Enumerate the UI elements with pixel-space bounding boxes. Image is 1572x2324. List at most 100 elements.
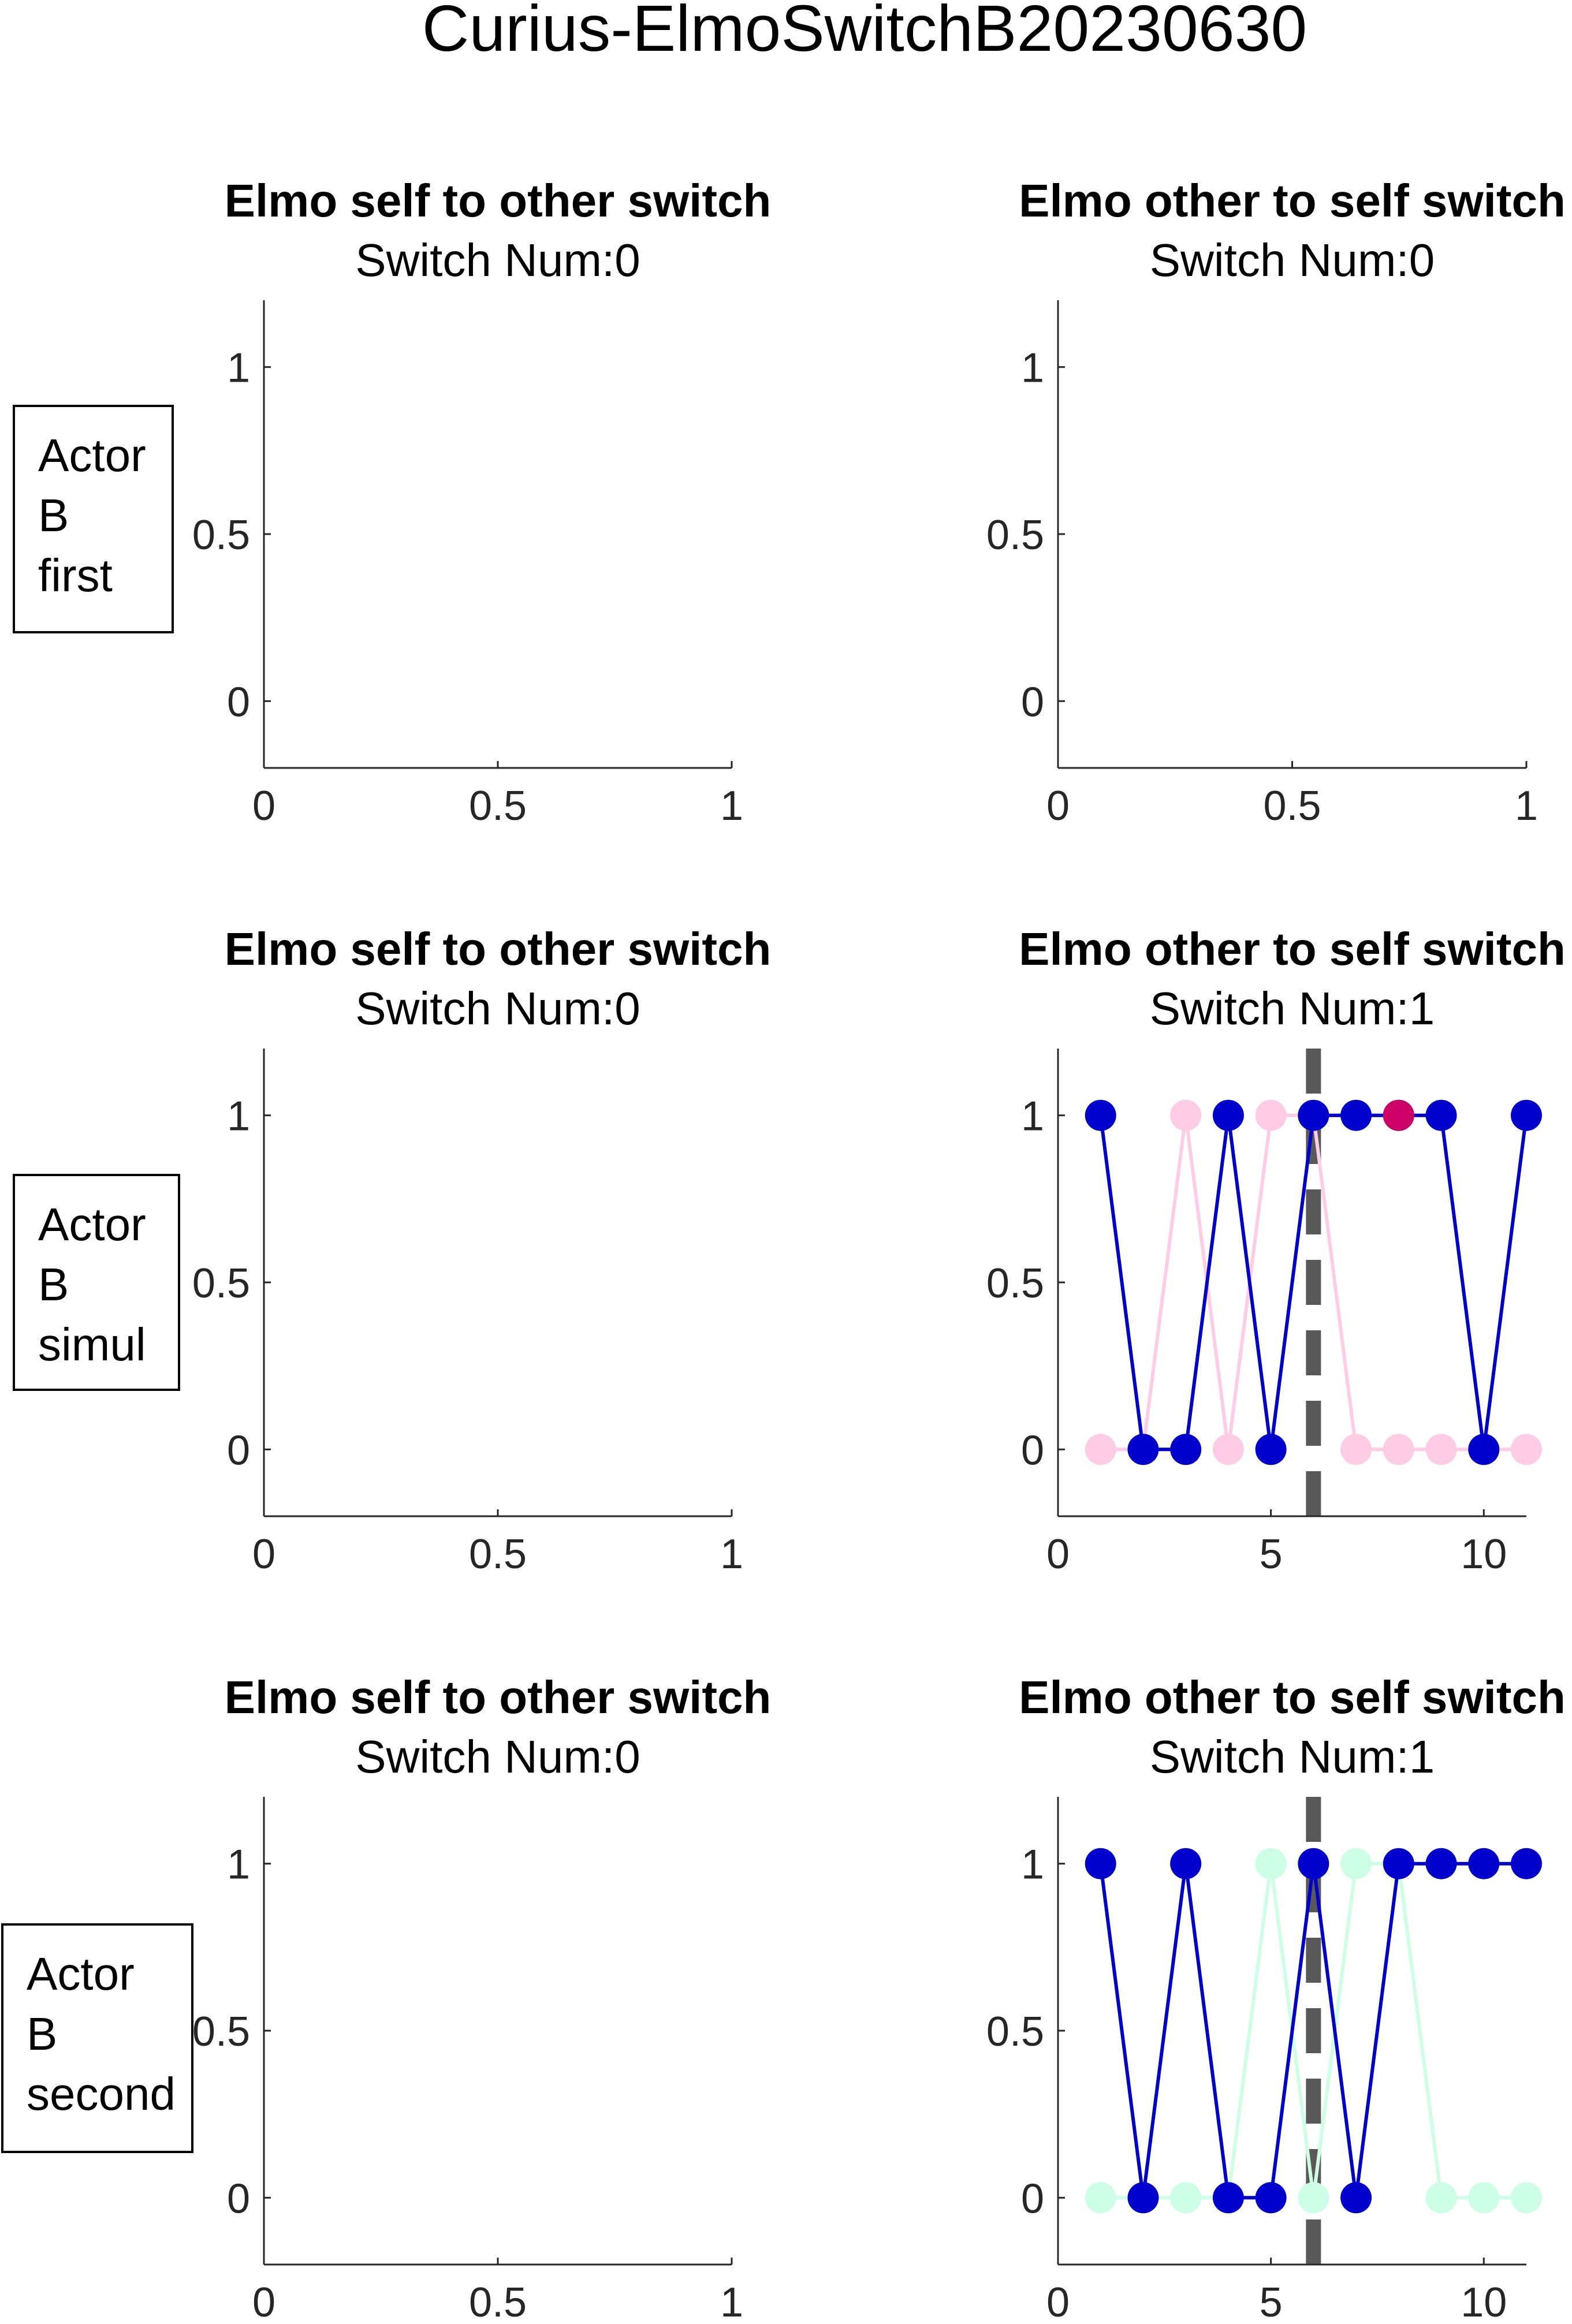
- data-point: [1340, 1848, 1372, 1879]
- row-label-box: [1, 1923, 193, 2153]
- y-tick-label: 0.5: [986, 1260, 1044, 1307]
- data-point: [1425, 1848, 1457, 1879]
- panel-0-1: Elmo other to self switch Switch Num:0 0 0.…: [986, 175, 1566, 829]
- data-point: [1298, 1099, 1329, 1131]
- row-label-line: Actor: [27, 1948, 135, 2000]
- x-tick-label: 0.5: [469, 1531, 527, 1577]
- x-tick-label: 0: [1046, 2280, 1070, 2324]
- x-tick-label: 10: [1461, 2280, 1507, 2324]
- x-tick-label: 1: [1515, 783, 1538, 829]
- row-label-line: Actor: [38, 430, 146, 481]
- panel-subtitle: Switch Num:0: [355, 234, 640, 286]
- y-tick-label: 1: [1021, 1842, 1044, 1888]
- panel-1-0: Elmo self to other switch Switch Num:0 0 0.…: [192, 923, 771, 1577]
- row-label-box: [13, 405, 174, 633]
- data-point: [1425, 1434, 1457, 1465]
- data-point: [1127, 2182, 1159, 2214]
- y-tick-label: 0: [227, 2176, 250, 2222]
- x-tick-label: 0: [252, 1531, 275, 1577]
- data-point: [1170, 1848, 1202, 1879]
- panel-title: Elmo other to self switch: [1019, 923, 1566, 975]
- x-tick-label: 0.5: [469, 783, 527, 829]
- data-point: [1170, 1099, 1202, 1131]
- row-label-line: second: [27, 2068, 176, 2120]
- panel-2-1: Elmo other to self switch Switch Num:1 0 5 1…: [986, 1672, 1566, 2324]
- y-tick-label: 1: [227, 345, 250, 391]
- data-point: [1085, 1848, 1116, 1879]
- data-point: [1085, 1434, 1116, 1465]
- panel-title: Elmo self to other switch: [225, 923, 772, 975]
- panels: Elmo self to other switch Switch Num:0 0 0.…: [192, 175, 1566, 2324]
- y-tick-label: 0: [1021, 2176, 1044, 2222]
- x-tick-label: 0.5: [1263, 783, 1321, 829]
- panel-subtitle: Switch Num:1: [1150, 983, 1435, 1034]
- data-point: [1255, 1099, 1287, 1131]
- highlight-point: [1383, 1099, 1414, 1131]
- data-point: [1255, 2182, 1287, 2214]
- data-point: [1511, 1099, 1542, 1131]
- x-tick-label: 1: [720, 2280, 743, 2324]
- data-point: [1511, 2182, 1542, 2214]
- panel-subtitle: Switch Num:1: [1150, 1731, 1435, 1782]
- row-label-line: B: [38, 1259, 69, 1310]
- data-point: [1383, 1434, 1414, 1465]
- data-point: [1085, 2182, 1116, 2214]
- y-tick-label: 1: [227, 1094, 250, 1140]
- panel-title: Elmo self to other switch: [225, 1672, 772, 1723]
- data-point: [1085, 1099, 1116, 1131]
- data-point: [1383, 1848, 1414, 1879]
- y-tick-label: 0: [1021, 1427, 1044, 1474]
- x-tick-label: 1: [720, 1531, 743, 1577]
- y-tick-label: 0.5: [192, 1260, 250, 1307]
- data-point: [1340, 1099, 1372, 1131]
- row-label-line: first: [38, 550, 113, 601]
- y-tick-label: 0: [227, 1427, 250, 1474]
- y-tick-label: 0.5: [986, 2009, 1044, 2055]
- data-point: [1212, 1099, 1244, 1131]
- row-label-line: Actor: [38, 1199, 146, 1250]
- data-point: [1255, 1434, 1287, 1465]
- y-tick-label: 1: [1021, 1094, 1044, 1140]
- figure-title: Curius-ElmoSwitchB20230630: [422, 0, 1307, 65]
- data-point: [1170, 2182, 1202, 2214]
- x-tick-label: 5: [1260, 1531, 1283, 1577]
- row-label-line: simul: [38, 1319, 146, 1370]
- panel-0-0: Elmo self to other switch Switch Num:0 0 0.…: [192, 175, 771, 829]
- panel-subtitle: Switch Num:0: [355, 983, 640, 1034]
- y-tick-label: 0: [227, 679, 250, 725]
- data-point: [1511, 1848, 1542, 1879]
- panel-subtitle: Switch Num:0: [355, 1731, 640, 1782]
- row-label-line: B: [27, 2008, 57, 2060]
- panel-title: Elmo other to self switch: [1019, 175, 1566, 226]
- y-tick-label: 0.5: [192, 512, 250, 558]
- data-point: [1468, 2182, 1500, 2214]
- data-point: [1340, 2182, 1372, 2214]
- x-tick-label: 5: [1260, 2280, 1283, 2324]
- data-point: [1298, 1848, 1329, 1879]
- data-point: [1425, 1099, 1457, 1131]
- data-point: [1468, 1848, 1500, 1879]
- x-tick-label: 1: [720, 783, 743, 829]
- data-point: [1127, 1434, 1159, 1465]
- data-point: [1298, 2182, 1329, 2214]
- data-point: [1212, 1434, 1244, 1465]
- panel-2-0: Elmo self to other switch Switch Num:0 0 0.…: [192, 1672, 771, 2324]
- data-point: [1425, 2182, 1457, 2214]
- panel-subtitle: Switch Num:0: [1150, 234, 1435, 286]
- data-point: [1468, 1434, 1500, 1465]
- data-point: [1170, 1434, 1202, 1465]
- row-label-line: B: [38, 490, 69, 541]
- panel-1-1: Elmo other to self switch Switch Num:1 0 5 1…: [986, 923, 1566, 1577]
- panel-title: Elmo self to other switch: [225, 175, 772, 226]
- x-tick-label: 0: [1046, 1531, 1070, 1577]
- panel-title: Elmo other to self switch: [1019, 1672, 1566, 1723]
- y-tick-label: 0.5: [192, 2009, 250, 2055]
- data-point: [1511, 1434, 1542, 1465]
- data-point: [1212, 2182, 1244, 2214]
- x-tick-label: 0: [1046, 783, 1070, 829]
